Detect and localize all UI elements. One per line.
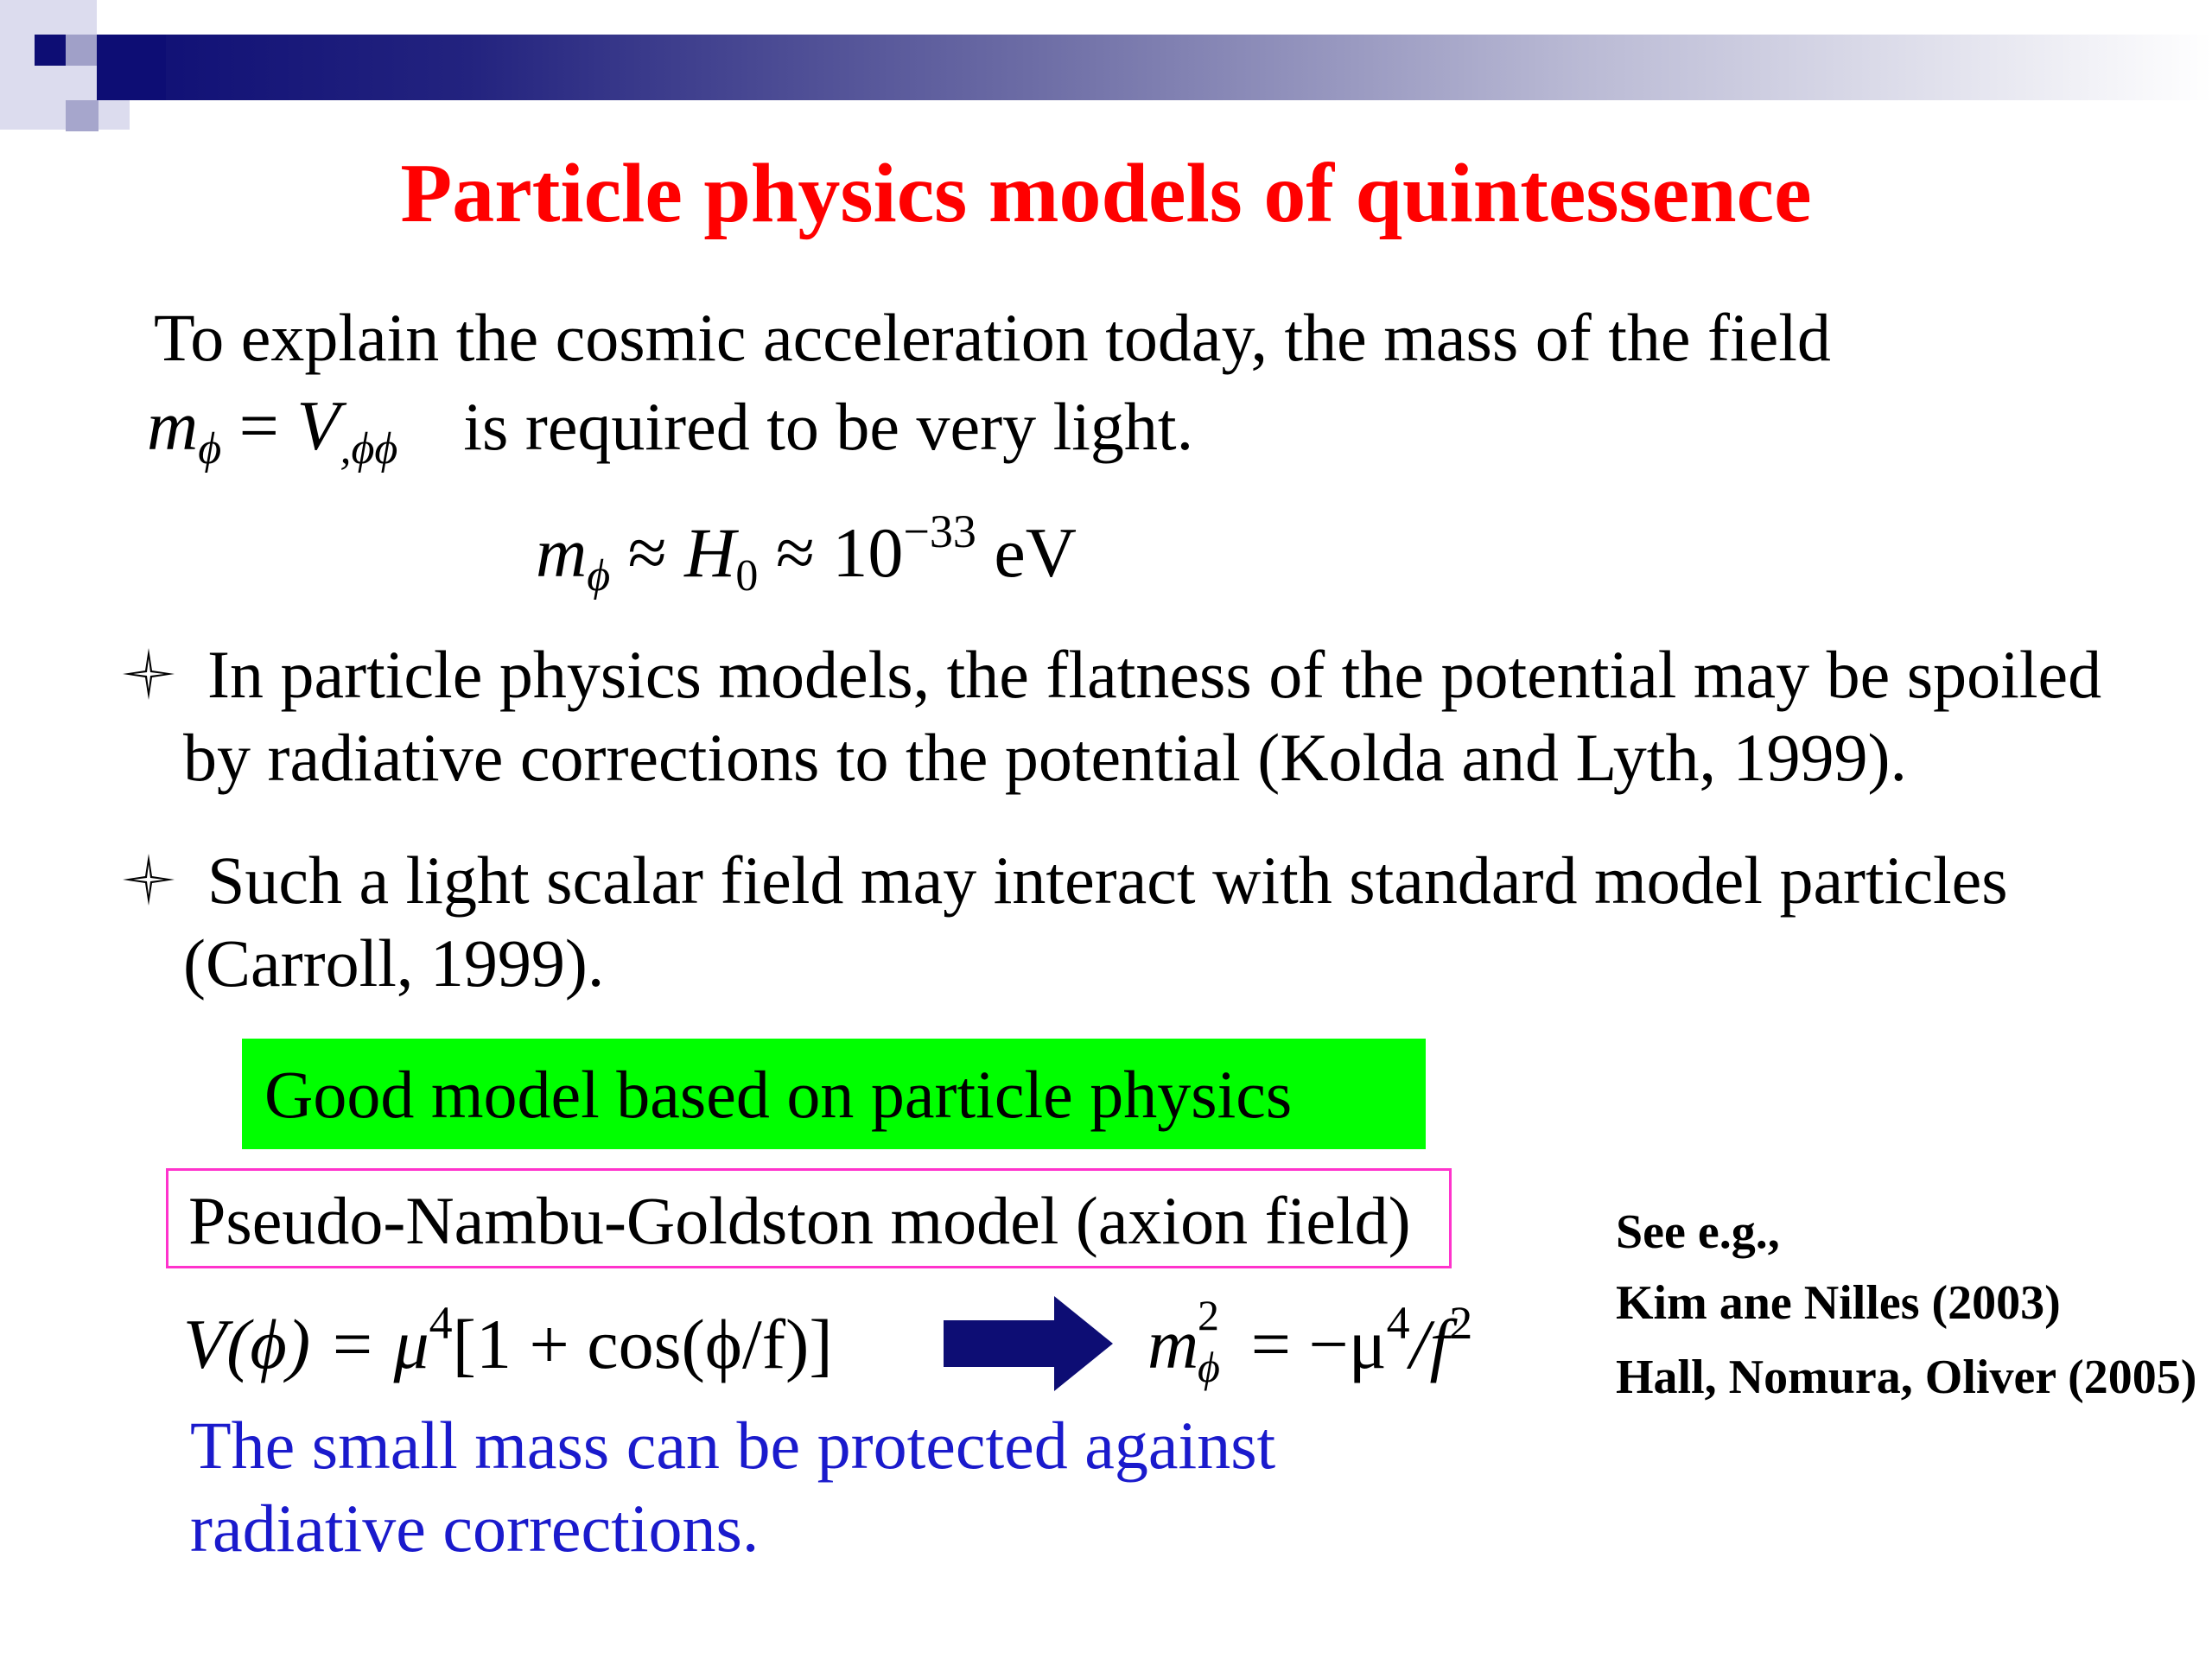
good-model-box — [242, 1039, 1426, 1149]
bullet-2-line-2: (Carroll, 1999). — [183, 925, 605, 1001]
right-arrow-icon — [944, 1296, 1113, 1391]
potential-equation: V(ϕ) = μ4[1 + cos(ϕ/f)] — [183, 1297, 833, 1383]
header-square-mid — [35, 35, 66, 66]
intro-line-2-rest: is required to be very light. — [463, 389, 1194, 464]
reference-item: Hall, Nomura, Oliver (2005) — [1616, 1351, 2197, 1404]
header-square-light — [66, 35, 97, 66]
reference-item: Kim ane Nilles (2003) — [1616, 1276, 2061, 1330]
mass-definition: mϕ = V,ϕϕ — [147, 386, 398, 474]
intro-line-1: To explain the cosmic acceleration today… — [154, 300, 1831, 375]
mass-estimate: mϕ ≈ H0 ≈ 10−33 eV — [536, 505, 1077, 601]
header-square-accent — [97, 35, 166, 100]
four-point-star-icon — [123, 648, 175, 700]
four-point-star-icon — [123, 854, 175, 906]
mass-result-equation: m 2 ϕ = −μ4/f2 — [1147, 1291, 1473, 1391]
pseudo-model-label: Pseudo-Nambu-Goldston model (axion field… — [188, 1183, 1411, 1258]
pseudo-model-box — [166, 1168, 1452, 1268]
header-square-small — [66, 100, 99, 131]
slide-title: Particle physics models of quintessence — [400, 147, 1812, 240]
intro-line-2: mϕ = V,ϕϕ is required to be very light. — [147, 391, 1193, 472]
bullet-1-line-1: In particle physics models, the flatness… — [207, 637, 2102, 712]
good-model-label: Good model based on particle physics — [264, 1057, 1293, 1132]
references-heading: See e.g., — [1616, 1205, 1780, 1259]
note-line-1: The small mass can be protected against — [190, 1408, 1276, 1483]
header-gradient-bar — [86, 35, 2212, 100]
note-line-2: radiative corrections. — [190, 1491, 760, 1566]
bullet-2-line-1: Such a light scalar field may interact w… — [207, 842, 2008, 918]
bullet-1-line-2: by radiative corrections to the potentia… — [183, 720, 1907, 795]
header-square-white — [97, 0, 166, 35]
